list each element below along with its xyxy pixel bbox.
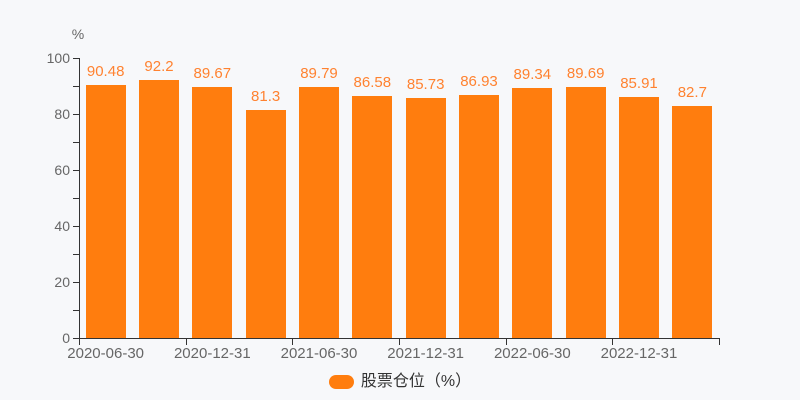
x-axis-tick-label: 2020-12-31 xyxy=(173,345,251,362)
bar-value-label: 86.93 xyxy=(460,72,498,90)
y-axis-unit-label: % xyxy=(71,26,85,42)
x-axis-tick xyxy=(292,339,294,345)
y-axis-line xyxy=(79,58,80,339)
bar-value-label: 85.73 xyxy=(406,75,445,93)
x-axis-tick xyxy=(185,339,187,345)
bar-value-label: 89.79 xyxy=(300,64,338,82)
bar[interactable] xyxy=(512,87,553,338)
y-axis-tick xyxy=(73,86,79,87)
bar[interactable] xyxy=(565,86,606,338)
x-axis-tick xyxy=(612,339,614,345)
bar[interactable] xyxy=(299,86,339,338)
y-axis-tick-label: 20 xyxy=(54,274,70,290)
bar-value-label: 81.3 xyxy=(251,88,281,106)
legend[interactable]: 股票仓位（%） xyxy=(0,372,800,392)
bar[interactable] xyxy=(85,84,126,338)
x-axis-tick xyxy=(505,339,507,345)
bar[interactable] xyxy=(245,110,286,338)
bar-value-label: 92.2 xyxy=(144,57,174,75)
x-axis-tick xyxy=(399,339,400,345)
bar-value-label: 82.7 xyxy=(677,84,707,102)
bar-value-label: 85.91 xyxy=(620,75,658,93)
bar-value-label: 86.58 xyxy=(353,73,392,91)
y-axis-tick xyxy=(73,142,79,143)
bar-value-label: 90.48 xyxy=(86,62,125,80)
x-axis-tick-label: 2022-06-30 xyxy=(493,345,571,362)
y-axis-tick xyxy=(73,282,79,283)
bar-value-label: 89.67 xyxy=(193,64,232,82)
y-axis-tick-label: 100 xyxy=(46,50,70,66)
y-axis-tick xyxy=(73,114,79,115)
bar[interactable] xyxy=(619,97,659,338)
bar[interactable] xyxy=(672,106,713,338)
x-axis-tick-label: 2022-12-31 xyxy=(600,345,678,362)
x-axis-tick xyxy=(79,339,80,345)
bar-value-label: 89.34 xyxy=(513,65,552,83)
bar[interactable] xyxy=(192,86,233,338)
y-axis-tick xyxy=(73,226,79,227)
y-axis-tick-label: 0 xyxy=(62,330,70,346)
bar[interactable] xyxy=(459,94,499,338)
bar[interactable] xyxy=(139,79,179,338)
legend-swatch-icon xyxy=(328,375,354,389)
x-axis-tick xyxy=(719,339,720,345)
x-axis-tick-label: 2021-06-30 xyxy=(280,345,358,362)
y-axis-tick-label: 80 xyxy=(54,106,70,122)
y-axis-tick xyxy=(73,58,79,59)
y-axis-tick xyxy=(73,310,79,311)
bar[interactable] xyxy=(352,95,393,338)
y-axis-tick xyxy=(73,254,79,255)
y-axis-tick xyxy=(73,338,79,339)
x-axis-tick-label: 2021-12-31 xyxy=(387,345,465,362)
bar-value-label: 89.69 xyxy=(566,64,605,82)
x-axis-tick-label: 2020-06-30 xyxy=(67,345,145,362)
y-axis-tick-label: 60 xyxy=(54,162,70,178)
y-axis-tick xyxy=(73,198,79,199)
y-axis-tick-label: 40 xyxy=(54,218,70,234)
bar[interactable] xyxy=(405,97,446,338)
y-axis-tick xyxy=(73,170,79,171)
x-axis-line xyxy=(79,338,720,339)
legend-label: 股票仓位（%） xyxy=(360,373,472,390)
